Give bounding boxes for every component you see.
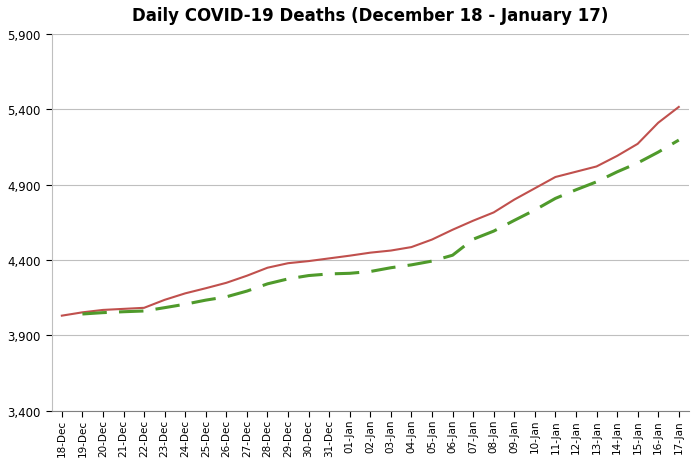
- Title: Daily COVID-19 Deaths (December 18 - January 17): Daily COVID-19 Deaths (December 18 - Jan…: [132, 7, 608, 25]
